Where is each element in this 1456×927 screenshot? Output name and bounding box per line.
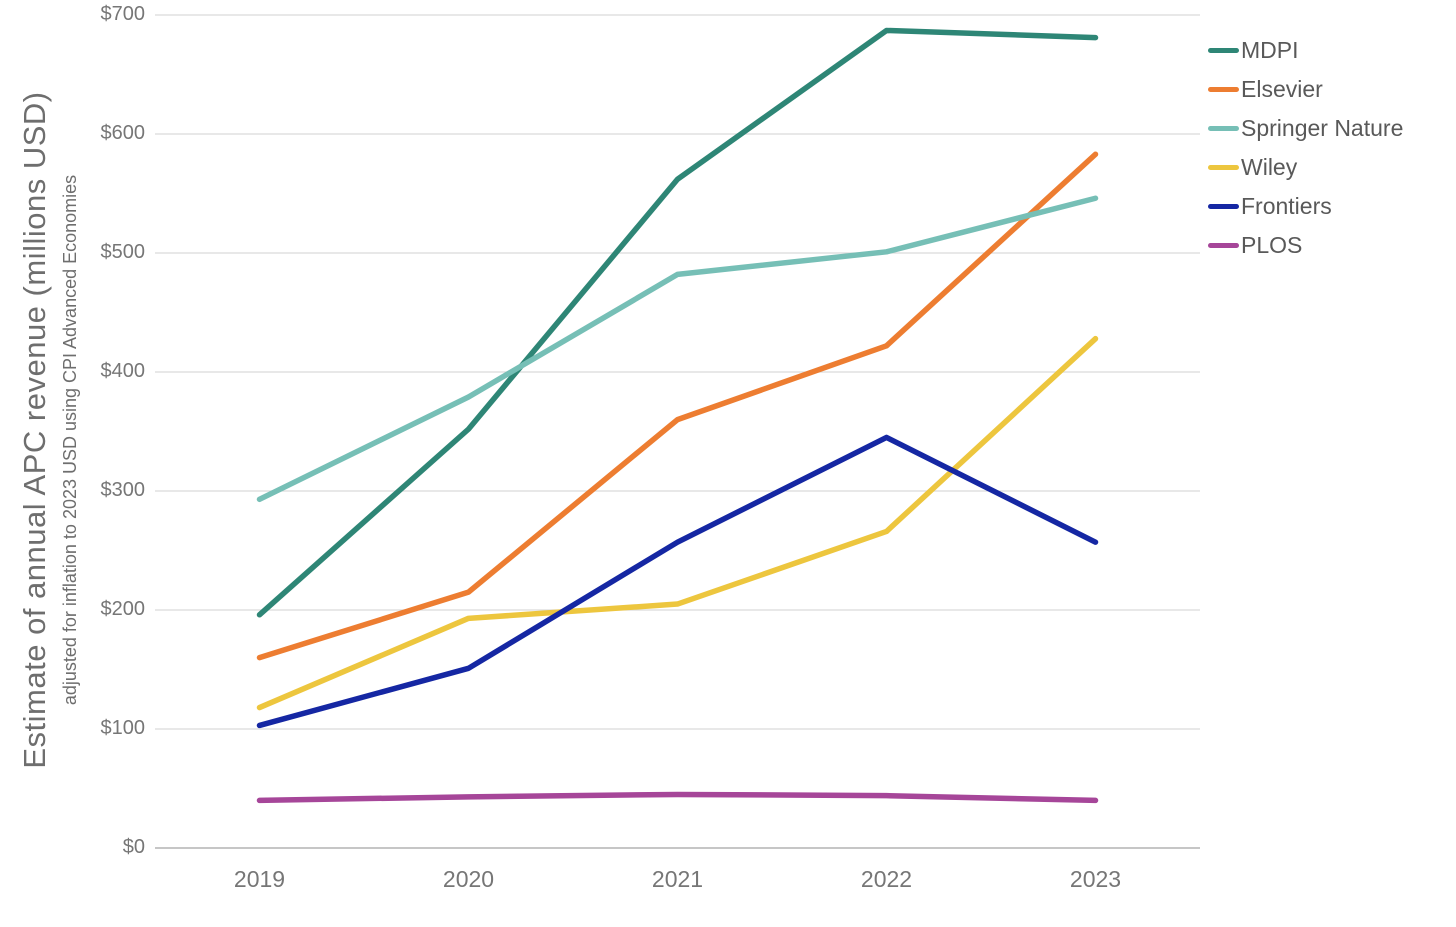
legend: MDPI Elsevier Springer Nature Wiley Frontier… (1208, 31, 1403, 265)
legend-item-plos: PLOS (1208, 226, 1403, 265)
legend-swatch-icon (1208, 126, 1239, 131)
legend-label: Springer Nature (1241, 115, 1404, 141)
series-line-elsevier (256, 151, 1099, 661)
y-tick-label: $700 (100, 3, 146, 25)
series-line-plos (256, 791, 1099, 804)
x-tick-label: 2023 (1069, 866, 1122, 892)
legend-swatch-icon (1208, 243, 1239, 248)
series-line-mdpi (256, 27, 1099, 618)
legend-label: Frontiers (1241, 193, 1332, 219)
legend-label: Elsevier (1241, 76, 1323, 102)
legend-item-elsevier: Elsevier (1208, 70, 1403, 109)
series-line-wiley (256, 335, 1099, 711)
y-tick-label: $100 (100, 717, 146, 739)
x-tick-label: 2020 (442, 866, 495, 892)
legend-item-springer-nature: Springer Nature (1208, 109, 1403, 148)
legend-swatch-icon (1208, 87, 1239, 92)
legend-swatch-icon (1208, 204, 1239, 209)
y-tick-label: $400 (100, 360, 146, 382)
series-line-springer-nature (256, 195, 1099, 503)
legend-item-frontiers: Frontiers (1208, 187, 1403, 226)
y-tick-label: $0 (122, 836, 145, 858)
legend-label: PLOS (1241, 232, 1303, 258)
y-tick-label: $300 (100, 479, 146, 501)
series-line-frontiers (256, 434, 1099, 729)
legend-label: MDPI (1241, 37, 1299, 63)
legend-item-mdpi: MDPI (1208, 31, 1403, 70)
y-tick-label: $500 (100, 241, 146, 263)
legend-swatch-icon (1208, 165, 1239, 170)
legend-label: Wiley (1241, 154, 1298, 180)
y-tick-label: $200 (100, 598, 146, 620)
x-tick-label: 2022 (860, 866, 913, 892)
legend-swatch-icon (1208, 48, 1239, 53)
x-tick-label: 2021 (651, 866, 704, 892)
legend-item-wiley: Wiley (1208, 148, 1403, 187)
x-tick-label: 2019 (233, 866, 286, 892)
y-tick-label: $600 (100, 122, 146, 144)
